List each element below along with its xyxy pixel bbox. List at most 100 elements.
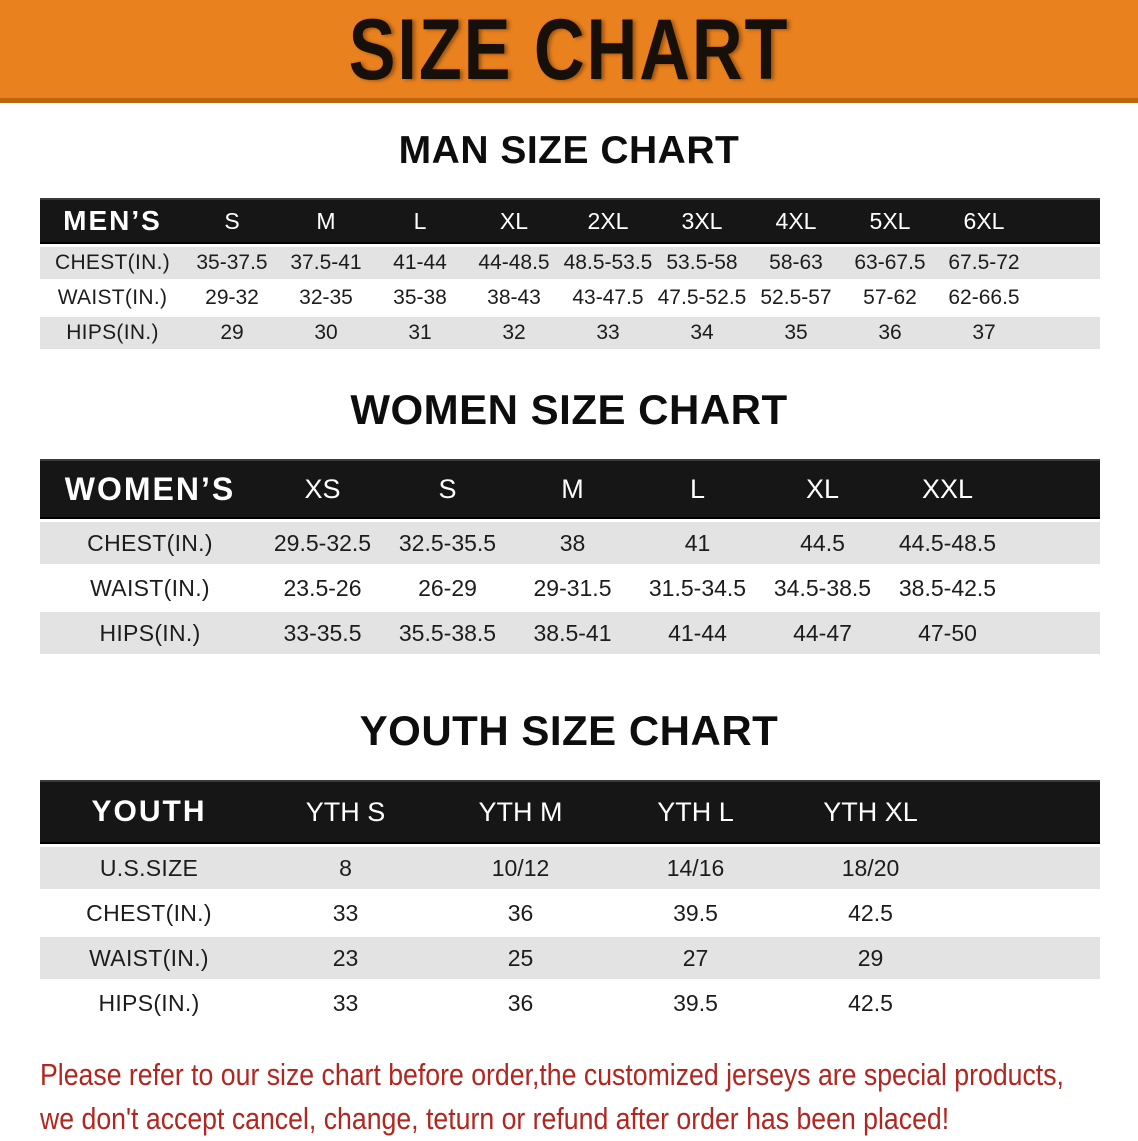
row-label: WAIST(IN.) bbox=[40, 567, 260, 609]
women-corner-label: WOMEN’S bbox=[40, 459, 260, 519]
cell: 34 bbox=[655, 317, 749, 349]
row-label: CHEST(IN.) bbox=[40, 247, 185, 279]
spacer-cell bbox=[958, 847, 1100, 889]
cell: 44.5-48.5 bbox=[885, 522, 1010, 564]
youth-row-waist-in: WAIST(IN.) 23 25 27 29 bbox=[40, 937, 1100, 979]
men-size-s: S bbox=[185, 198, 279, 244]
cell: 41-44 bbox=[373, 247, 467, 279]
cell: 37 bbox=[937, 317, 1031, 349]
youth-row-hips-in: HIPS(IN.) 33 36 39.5 42.5 bbox=[40, 982, 1100, 1024]
cell: 32 bbox=[467, 317, 561, 349]
cell: 62-66.5 bbox=[937, 282, 1031, 314]
spacer-cell bbox=[1031, 247, 1100, 279]
women-row-hips-in: HIPS(IN.) 33-35.5 35.5-38.5 38.5-41 41-44 44-… bbox=[40, 612, 1100, 654]
men-heading: MAN SIZE CHART bbox=[398, 129, 740, 172]
youth-header-row: YOUTH YTH S YTH M YTH L YTH XL bbox=[40, 780, 1100, 844]
women-heading: WOMEN SIZE CHART bbox=[350, 386, 788, 433]
youth-row-u-s-size: U.S.SIZE 8 10/12 14/16 18/20 bbox=[40, 847, 1100, 889]
row-label: WAIST(IN.) bbox=[40, 282, 185, 314]
men-corner-label: MEN’S bbox=[40, 198, 185, 244]
cell: 32-35 bbox=[279, 282, 373, 314]
cell: 29-32 bbox=[185, 282, 279, 314]
cell: 57-62 bbox=[843, 282, 937, 314]
cell: 36 bbox=[843, 317, 937, 349]
spacer-cell bbox=[1010, 567, 1100, 609]
cell: 35-37.5 bbox=[185, 247, 279, 279]
men-size-xl: XL bbox=[467, 198, 561, 244]
women-size-xxl: XXL bbox=[885, 459, 1010, 519]
cell: 36 bbox=[433, 982, 608, 1024]
cell: 29 bbox=[783, 937, 958, 979]
cell: 35-38 bbox=[373, 282, 467, 314]
men-table: MEN’S S M L XL 2XL 3XL 4XL 5XL 6XL CHEST(IN.) 35-37… bbox=[40, 195, 1100, 352]
youth-size-yth-s: YTH S bbox=[258, 780, 433, 844]
women-table: WOMEN’S XS S M L XL XXL CHEST(IN.) 29.5-32.5 32.5… bbox=[40, 456, 1100, 657]
cell: 39.5 bbox=[608, 892, 783, 934]
cell: 31.5-34.5 bbox=[635, 567, 760, 609]
youth-corner-label: YOUTH bbox=[40, 780, 258, 844]
cell: 47.5-52.5 bbox=[655, 282, 749, 314]
cell: 42.5 bbox=[783, 982, 958, 1024]
cell: 38-43 bbox=[467, 282, 561, 314]
women-size-xl: XL bbox=[760, 459, 885, 519]
youth-table: YOUTH YTH S YTH M YTH L YTH XL U.S.SIZE 8 10/12… bbox=[40, 777, 1100, 1027]
women-size-s: S bbox=[385, 459, 510, 519]
cell: 38.5-42.5 bbox=[885, 567, 1010, 609]
spacer-cell bbox=[1031, 282, 1100, 314]
cell: 14/16 bbox=[608, 847, 783, 889]
cell: 33-35.5 bbox=[260, 612, 385, 654]
row-label: HIPS(IN.) bbox=[40, 982, 258, 1024]
youth-size-yth-m: YTH M bbox=[433, 780, 608, 844]
men-size-5xl: 5XL bbox=[843, 198, 937, 244]
women-section: WOMEN SIZE CHART WOMEN’S XS S M L XL XXL CHEST(I… bbox=[0, 386, 1138, 657]
cell: 29.5-32.5 bbox=[260, 522, 385, 564]
men-size-l: L bbox=[373, 198, 467, 244]
women-row-chest-in: CHEST(IN.) 29.5-32.5 32.5-35.5 38 41 44.5 44.5… bbox=[40, 522, 1100, 564]
banner: SIZE CHART bbox=[0, 0, 1138, 103]
cell: 29-31.5 bbox=[510, 567, 635, 609]
cell: 33 bbox=[561, 317, 655, 349]
men-size-2xl: 2XL bbox=[561, 198, 655, 244]
spacer-cell bbox=[958, 892, 1100, 934]
spacer-cell bbox=[1010, 612, 1100, 654]
row-label: WAIST(IN.) bbox=[40, 937, 258, 979]
men-size-6xl: 6XL bbox=[937, 198, 1031, 244]
cell: 29 bbox=[185, 317, 279, 349]
men-row-hips-in: HIPS(IN.) 29 30 31 32 33 34 35 36 37 bbox=[40, 317, 1100, 349]
cell: 27 bbox=[608, 937, 783, 979]
spacer-cell bbox=[958, 780, 1100, 844]
cell: 44-48.5 bbox=[467, 247, 561, 279]
cell: 58-63 bbox=[749, 247, 843, 279]
cell: 31 bbox=[373, 317, 467, 349]
cell: 34.5-38.5 bbox=[760, 567, 885, 609]
cell: 25 bbox=[433, 937, 608, 979]
cell: 41-44 bbox=[635, 612, 760, 654]
youth-size-yth-l: YTH L bbox=[608, 780, 783, 844]
cell: 30 bbox=[279, 317, 373, 349]
men-row-chest-in: CHEST(IN.) 35-37.5 37.5-41 41-44 44-48.5 48.5… bbox=[40, 247, 1100, 279]
women-header-row: WOMEN’S XS S M L XL XXL bbox=[40, 459, 1100, 519]
men-size-m: M bbox=[279, 198, 373, 244]
footer-line-2: we don't accept cancel, change, teturn o… bbox=[40, 1101, 950, 1137]
cell: 33 bbox=[258, 982, 433, 1024]
row-label: HIPS(IN.) bbox=[40, 317, 185, 349]
cell: 39.5 bbox=[608, 982, 783, 1024]
cell: 67.5-72 bbox=[937, 247, 1031, 279]
cell: 44.5 bbox=[760, 522, 885, 564]
spacer-cell bbox=[1031, 317, 1100, 349]
cell: 23.5-26 bbox=[260, 567, 385, 609]
footer-line-1: Please refer to our size chart before or… bbox=[40, 1057, 1064, 1092]
youth-size-yth-xl: YTH XL bbox=[783, 780, 958, 844]
women-size-xs: XS bbox=[260, 459, 385, 519]
cell: 43-47.5 bbox=[561, 282, 655, 314]
men-size-3xl: 3XL bbox=[655, 198, 749, 244]
banner-title: SIZE CHART bbox=[348, 0, 790, 98]
cell: 52.5-57 bbox=[749, 282, 843, 314]
youth-section: YOUTH SIZE CHART YOUTH YTH S YTH M YTH L YTH … bbox=[0, 707, 1138, 1027]
footer-disclaimer: Please refer to our size chart before or… bbox=[40, 1053, 1138, 1141]
youth-row-chest-in: CHEST(IN.) 33 36 39.5 42.5 bbox=[40, 892, 1100, 934]
youth-heading: YOUTH SIZE CHART bbox=[359, 707, 779, 754]
cell: 38.5-41 bbox=[510, 612, 635, 654]
cell: 26-29 bbox=[385, 567, 510, 609]
row-label: CHEST(IN.) bbox=[40, 522, 260, 564]
